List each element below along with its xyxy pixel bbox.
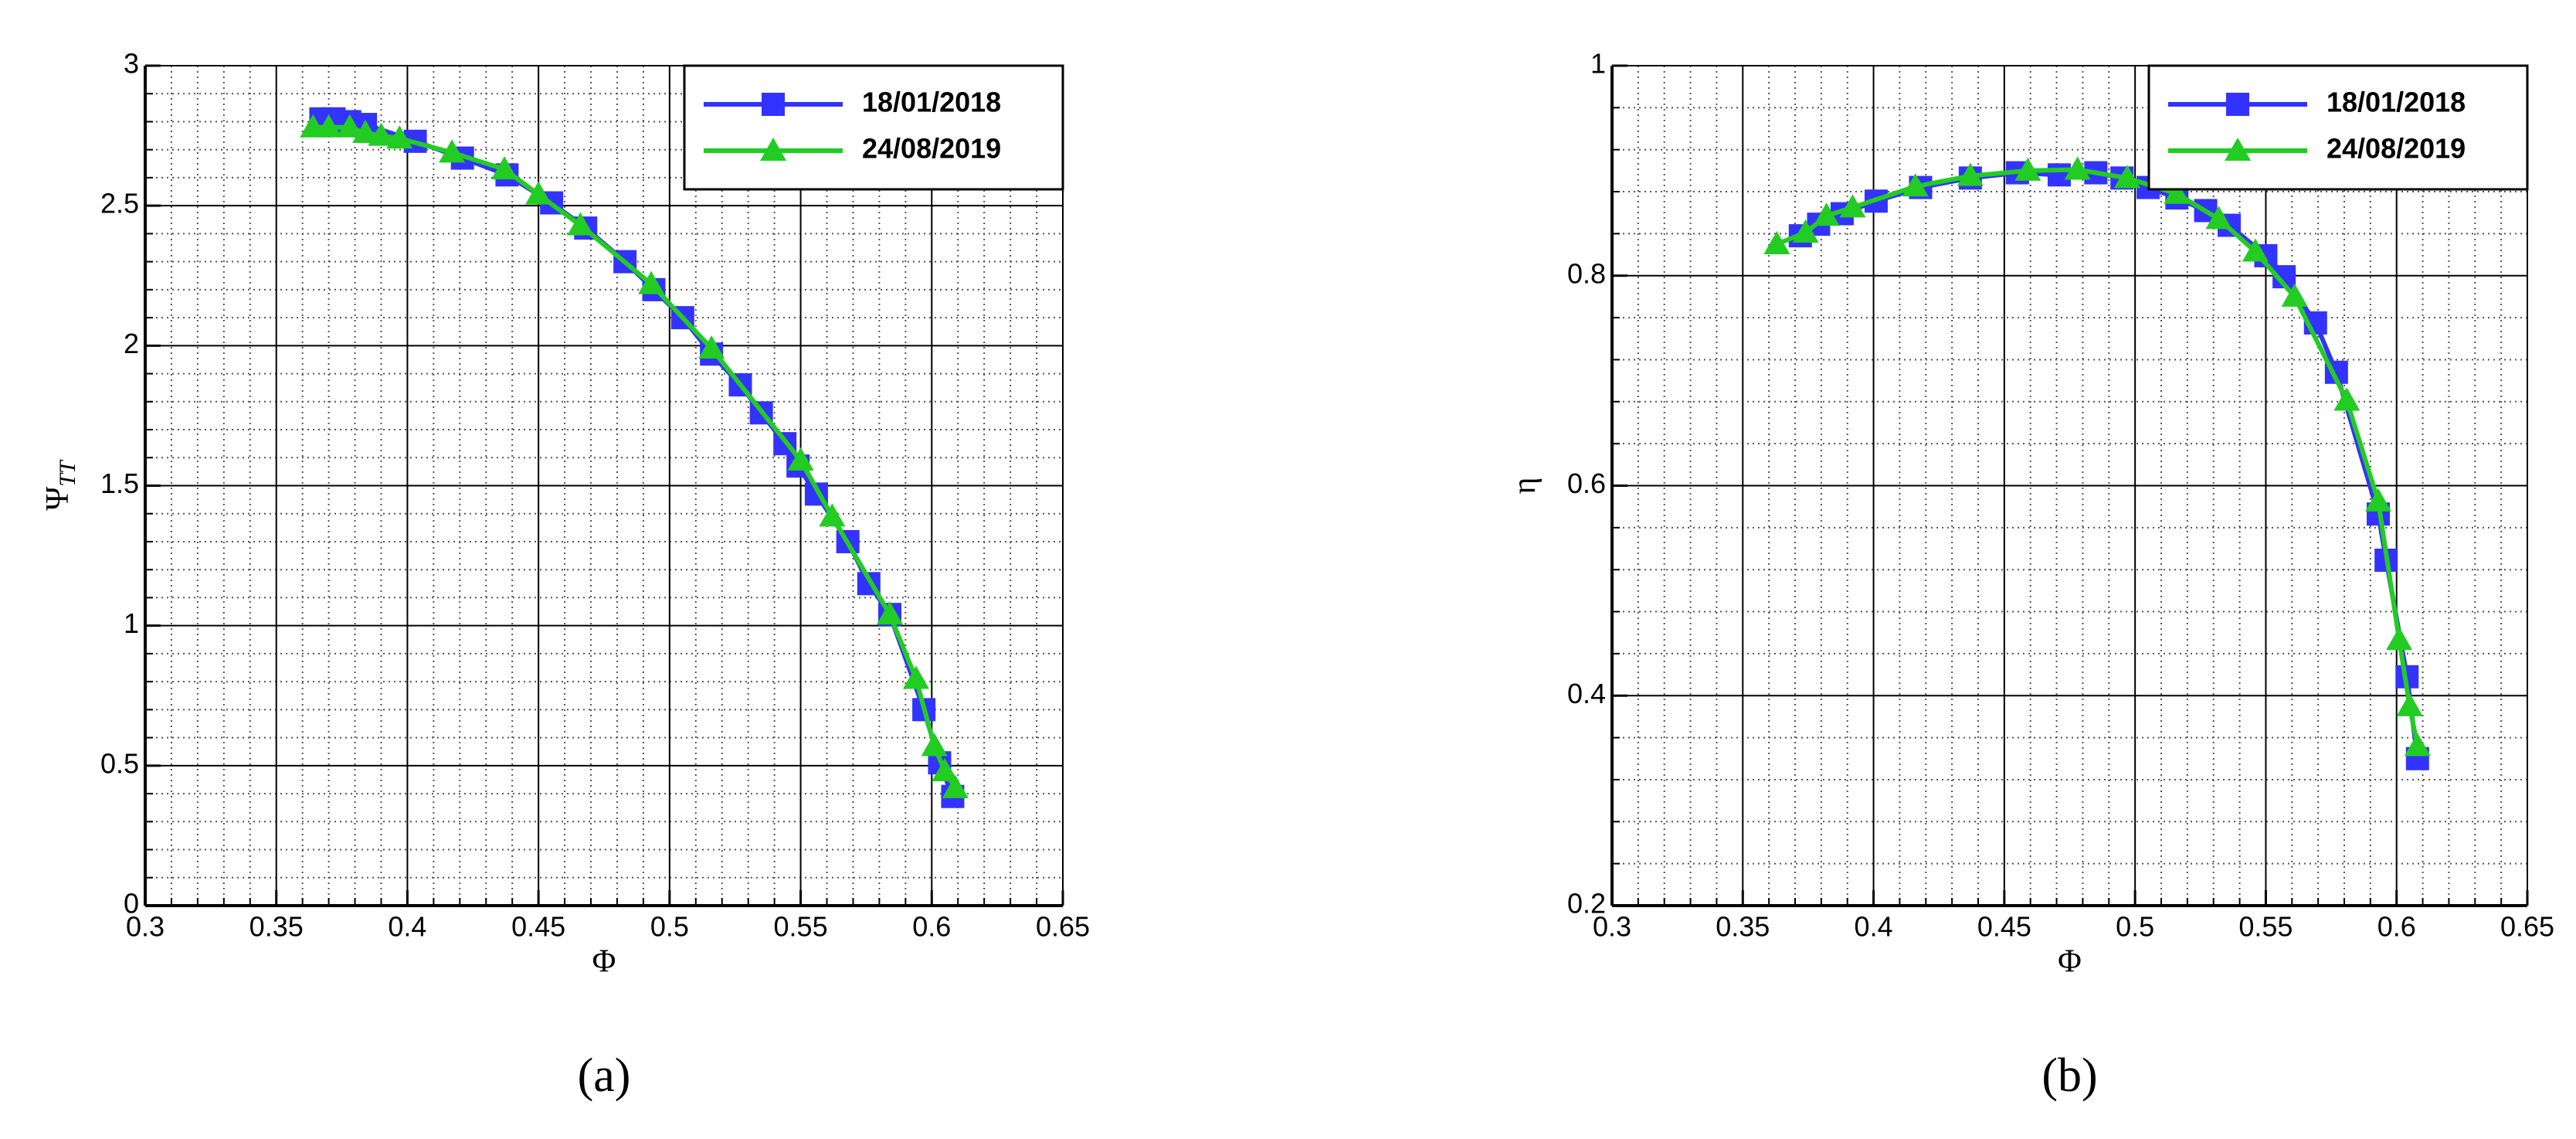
marker — [2242, 238, 2269, 262]
y-tick-label: 3 — [124, 48, 139, 80]
panel-title: (a) — [578, 1049, 631, 1102]
legend: 18/01/2018 24/08/2019 — [2147, 64, 2529, 191]
marker — [491, 156, 518, 180]
x-tick-label: 0.5 — [2116, 911, 2154, 943]
x-tick-label: 0.4 — [1855, 911, 1893, 943]
x-tick-label: 0.55 — [774, 911, 828, 943]
y-tick-label: 2 — [124, 328, 139, 359]
marker — [942, 774, 969, 798]
y-tick-label: 1 — [1590, 48, 1606, 80]
marker — [2281, 283, 2308, 307]
x-tick-label: 0.4 — [388, 911, 426, 943]
x-tick-label: 0.45 — [511, 911, 565, 943]
marker — [2404, 733, 2431, 756]
marker — [567, 212, 594, 236]
y-tick-label: 1.5 — [100, 468, 139, 499]
marker — [1902, 173, 1929, 197]
marker — [386, 125, 413, 149]
marker — [368, 122, 395, 146]
marker — [2365, 488, 2392, 512]
x-axis-label: Φ — [592, 944, 616, 980]
marker — [2064, 156, 2091, 180]
y-tick-label: 1 — [124, 607, 139, 639]
y-axis-label: ΨTT — [40, 459, 80, 511]
legend-box — [2147, 64, 2529, 191]
marker — [315, 114, 342, 138]
marker — [2113, 165, 2140, 189]
marker — [2386, 627, 2413, 651]
legend: 18/01/2018 24/08/2019 — [683, 64, 1064, 191]
marker — [1813, 202, 1840, 226]
marker — [787, 447, 814, 471]
marker — [2014, 157, 2041, 181]
legend-label: 18/01/2018 — [2327, 87, 2466, 118]
x-tick-label: 0.6 — [912, 911, 951, 943]
x-tick-label: 0.6 — [2377, 911, 2416, 943]
marker — [932, 758, 959, 782]
y-axis-label: η — [1507, 478, 1543, 495]
marker — [1792, 219, 1819, 243]
marker — [2225, 138, 2251, 161]
marker — [819, 503, 846, 527]
legend-label: 18/01/2018 — [862, 87, 1001, 118]
marker — [1763, 230, 1790, 254]
y-tick-label: 0.6 — [1567, 468, 1606, 499]
x-tick-label: 0.65 — [2500, 911, 2554, 943]
marker — [638, 270, 665, 294]
x-tick-label: 0.55 — [2238, 911, 2293, 943]
marker — [698, 335, 725, 359]
x-axis-label: Φ — [2058, 944, 2082, 980]
marker — [1957, 162, 1984, 186]
y-tick-label: 0.2 — [1567, 888, 1606, 920]
legend-label: 24/08/2019 — [2327, 133, 2466, 165]
marker — [760, 138, 786, 161]
marker — [525, 181, 552, 205]
marker — [1839, 194, 1866, 218]
x-tick-label: 0.3 — [126, 911, 165, 943]
marker — [2226, 93, 2249, 116]
x-tick-label: 0.35 — [1716, 911, 1770, 943]
marker — [2205, 206, 2232, 230]
marker — [902, 665, 929, 689]
chart-panel: 0.3 0.35 0.4 0.45 0.5 0.55 0.6 0.65 0 0.5 1 1.5 2 2.5… — [40, 48, 1090, 1103]
y-axis-symbol: η — [1507, 478, 1543, 495]
x-tick-label: 0.45 — [1977, 911, 2031, 943]
legend-box — [683, 64, 1064, 191]
marker — [876, 601, 903, 625]
y-tick-label: 0 — [124, 888, 139, 920]
y-axis-symbol: Ψ — [40, 487, 76, 511]
marker — [439, 139, 466, 163]
marker — [921, 733, 948, 756]
y-axis-subscript: TT — [55, 459, 80, 487]
x-tick-label: 0.65 — [1036, 911, 1090, 943]
x-tick-label: 0.35 — [249, 911, 304, 943]
marker — [762, 93, 785, 116]
y-tick-label: 2.5 — [100, 188, 139, 219]
marker — [2396, 692, 2423, 716]
y-tick-label: 0.8 — [1567, 257, 1606, 289]
marker — [352, 119, 379, 143]
x-tick-label: 0.3 — [1593, 911, 1631, 943]
chart-panel: 0.3 0.35 0.4 0.45 0.5 0.55 0.6 0.65 0.2 0.4 0.6 0.8… — [1507, 48, 2554, 1103]
marker — [336, 114, 363, 138]
legend-label: 24/08/2019 — [862, 133, 1001, 165]
x-tick-label: 0.5 — [650, 911, 689, 943]
y-tick-label: 0.5 — [100, 747, 139, 779]
marker — [2164, 180, 2191, 204]
marker — [2047, 163, 2071, 187]
panel-title: (b) — [2041, 1049, 2097, 1102]
marker — [2333, 387, 2360, 411]
y-tick-label: 0.4 — [1567, 678, 1606, 709]
